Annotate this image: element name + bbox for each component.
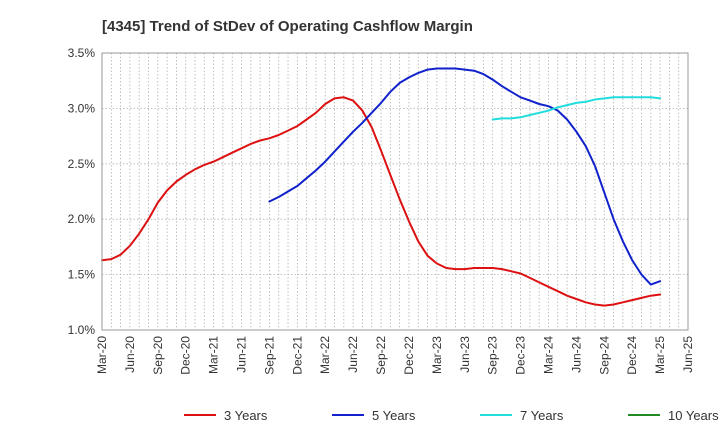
series-line — [268, 67, 662, 286]
x-tick-label: Sep-22 — [374, 336, 388, 375]
y-tick-label: 1.5% — [68, 268, 96, 282]
x-tick-label: Dec-21 — [290, 336, 304, 375]
x-tick-label: Dec-20 — [179, 336, 193, 375]
x-tick-label: Dec-24 — [625, 336, 639, 375]
x-tick-label: Mar-21 — [207, 336, 221, 374]
series-layer — [101, 67, 662, 307]
x-tick-label: Mar-23 — [430, 336, 444, 374]
y-axis: 1.0% 1.5% 2.0% 2.5% 3.0% 3.5% — [68, 46, 96, 337]
x-tick-label: Jun-24 — [569, 336, 583, 373]
x-tick-label: Dec-23 — [514, 336, 528, 375]
y-tick-label: 2.0% — [68, 212, 96, 226]
x-axis: Mar-20 Jun-20 Sep-20 Dec-20 Mar-21 Jun-21 Sep-… — [95, 336, 695, 375]
x-tick-label: Sep-23 — [486, 336, 500, 375]
x-tick-label: Dec-22 — [402, 336, 416, 375]
x-tick-label: Sep-20 — [151, 336, 165, 375]
legend-label: 10 Years — [668, 408, 719, 423]
y-tick-label: 3.0% — [68, 101, 96, 115]
grid — [102, 53, 688, 330]
x-tick-label: Jun-22 — [346, 336, 360, 373]
legend-label: 3 Years — [224, 408, 268, 423]
chart-title: [4345] Trend of StDev of Operating Cashf… — [102, 18, 473, 35]
x-tick-label: Jun-21 — [235, 336, 249, 373]
x-tick-label: Jun-23 — [458, 336, 472, 373]
legend: 3 Years 5 Years 7 Years 10 Years — [184, 408, 719, 423]
y-tick-label: 2.5% — [68, 157, 96, 171]
legend-label: 7 Years — [520, 408, 564, 423]
legend-label: 5 Years — [372, 408, 416, 423]
x-tick-label: Jun-20 — [123, 336, 137, 373]
x-tick-label: Sep-24 — [597, 336, 611, 375]
x-tick-label: Jun-25 — [681, 336, 695, 373]
y-tick-label: 3.5% — [68, 46, 96, 60]
series-line — [101, 96, 662, 307]
x-tick-label: Mar-24 — [541, 336, 555, 374]
x-tick-label: Sep-21 — [262, 336, 276, 375]
x-tick-label: Mar-25 — [653, 336, 667, 374]
plot-frame — [101, 52, 689, 331]
x-tick-label: Mar-22 — [318, 336, 332, 374]
series-line — [491, 96, 662, 121]
x-tick-label: Mar-20 — [95, 336, 109, 374]
y-tick-label: 1.0% — [68, 323, 96, 337]
